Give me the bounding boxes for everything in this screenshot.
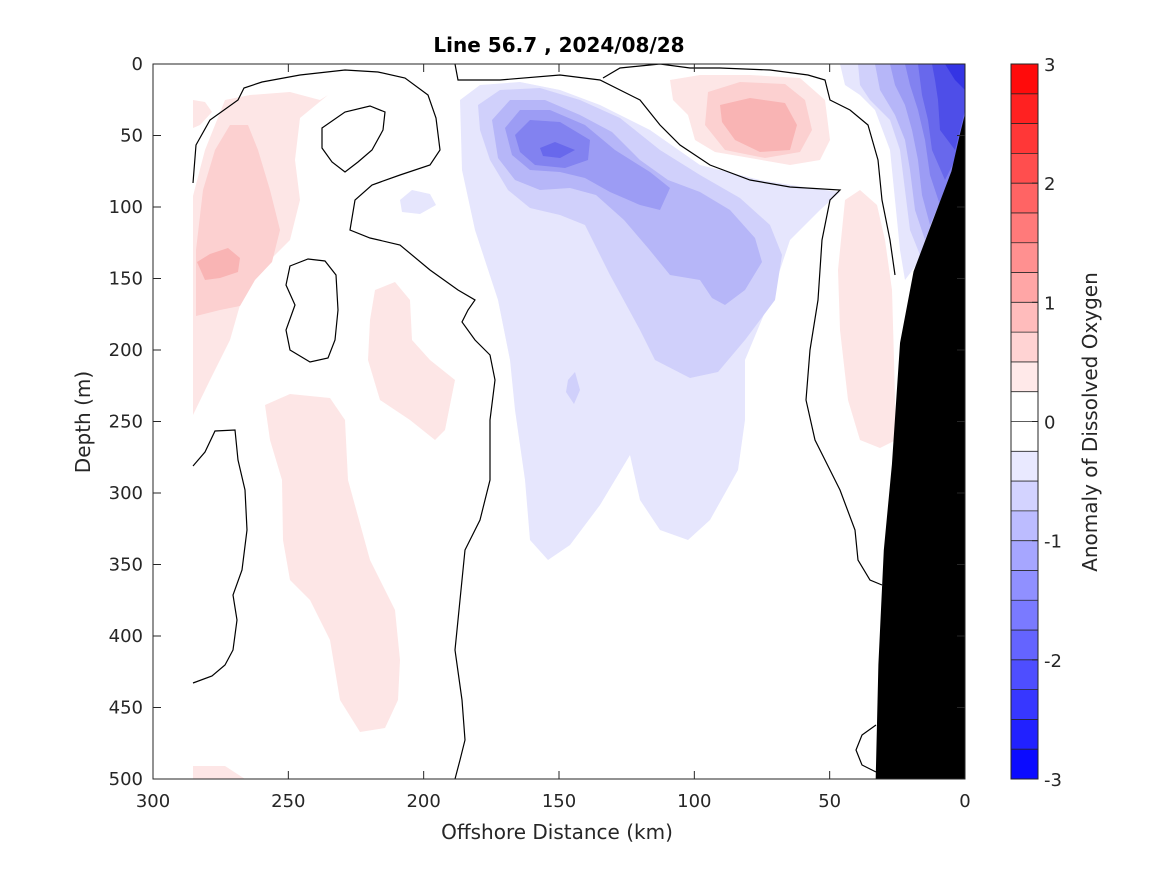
coastal-low-6: [932, 64, 965, 150]
zero-contour-loop-lower: [285, 258, 339, 363]
colorbar: [1011, 64, 1038, 780]
x-tick-label: 150: [542, 791, 576, 812]
colorbar-bin: [1011, 719, 1038, 750]
colorbar-bin: [1011, 302, 1038, 333]
low-speck-left: [400, 190, 436, 214]
x-tick-label: 300: [136, 791, 170, 812]
y-tick-label: 300: [109, 483, 143, 504]
x-tick-label: 200: [406, 791, 440, 812]
x-tick-label: 0: [959, 791, 970, 812]
zero-contours: [192, 64, 896, 779]
colorbar-tick-label: -2: [1044, 651, 1062, 672]
colorbar-bin: [1011, 659, 1038, 691]
colorbar-bin: [1011, 451, 1038, 482]
x-tick-label: 250: [271, 791, 305, 812]
colorbar-label: Anomaly of Dissolved Oxygen: [1078, 272, 1102, 572]
colorbar-bin: [1011, 689, 1038, 720]
colorbar-bin: [1011, 212, 1038, 244]
colorbar-tick-label: 2: [1044, 174, 1055, 195]
colorbar-bin: [1011, 630, 1038, 661]
colorbar-bin: [1011, 749, 1038, 780]
low-speck-deep: [566, 372, 580, 404]
y-tick-label: 50: [120, 126, 143, 147]
nearshore-high-core: [720, 98, 797, 152]
y-tick-label: 250: [109, 412, 143, 433]
deep-high-region: [265, 394, 400, 732]
colorbar-bin: [1011, 481, 1038, 512]
x-axis-label: Offshore Distance (km): [441, 820, 673, 844]
colorbar-tick-label: -1: [1044, 532, 1062, 553]
colorbar-bin: [1011, 242, 1038, 274]
y-tick-label: 500: [109, 769, 143, 790]
colorbar-bin: [1011, 540, 1038, 571]
zero-contour-shelf: [602, 64, 896, 276]
zero-contour-nearshore: [454, 64, 883, 586]
zero-contour-offshore: [192, 69, 496, 779]
colorbar-bin: [1011, 123, 1038, 154]
colorbar-tick-label: 0: [1044, 413, 1055, 434]
offshore-high-core: [197, 248, 240, 280]
colorbar-bin: [1011, 391, 1038, 422]
chart-title: Line 56.7 , 2024/08/28: [433, 33, 684, 57]
bathymetry-mask: [875, 114, 965, 779]
colorbar-bin: [1011, 421, 1038, 452]
shelf-high-region: [838, 190, 896, 448]
y-tick-label: 450: [109, 698, 143, 719]
colorbar-bin: [1011, 600, 1038, 631]
colorbar-bin: [1011, 272, 1038, 303]
colorbar-bin: [1011, 510, 1038, 542]
y-tick-label: 100: [109, 197, 143, 218]
y-tick-label: 150: [109, 269, 143, 290]
coastal-low-7: [945, 64, 965, 90]
x-tick-label: 50: [818, 791, 841, 812]
y-tick-label: 400: [109, 626, 143, 647]
x-axis: 300 250 200 150 100 50 0: [136, 64, 971, 812]
y-tick-label: 0: [132, 54, 143, 75]
colorbar-bin: [1011, 93, 1038, 125]
colorbar-tick-label: 1: [1044, 293, 1055, 314]
y-tick-label: 350: [109, 555, 143, 576]
colorbar-bin: [1011, 64, 1038, 95]
y-axis-label: Depth (m): [71, 371, 95, 473]
top-left-high: [193, 100, 212, 128]
x-tick-label: 100: [677, 791, 711, 812]
y-tick-label: 200: [109, 340, 143, 361]
subsurface-low-core: [540, 142, 575, 158]
zero-contour-left-deep: [192, 429, 248, 684]
y-axis: 0 50 100 150 200 250 300 350 400 450 500: [109, 54, 965, 790]
zero-contour-loop-upper: [321, 105, 386, 173]
colorbar-ticks: -3 -2 -1 0 1 2 3: [1032, 55, 1062, 791]
colorbar-bin: [1011, 332, 1038, 363]
bottom-left-high: [193, 766, 245, 779]
colorbar-bin: [1011, 361, 1038, 393]
anomaly-field: [192, 64, 965, 779]
zero-contour-bottom-loop: [855, 724, 877, 773]
colorbar-tick-label: 3: [1044, 55, 1055, 76]
colorbar-tick-label: -3: [1044, 770, 1062, 791]
mid-high-region: [368, 282, 455, 440]
colorbar-bin: [1011, 153, 1038, 184]
colorbar-bin: [1011, 570, 1038, 601]
colorbar-bin: [1011, 183, 1038, 214]
